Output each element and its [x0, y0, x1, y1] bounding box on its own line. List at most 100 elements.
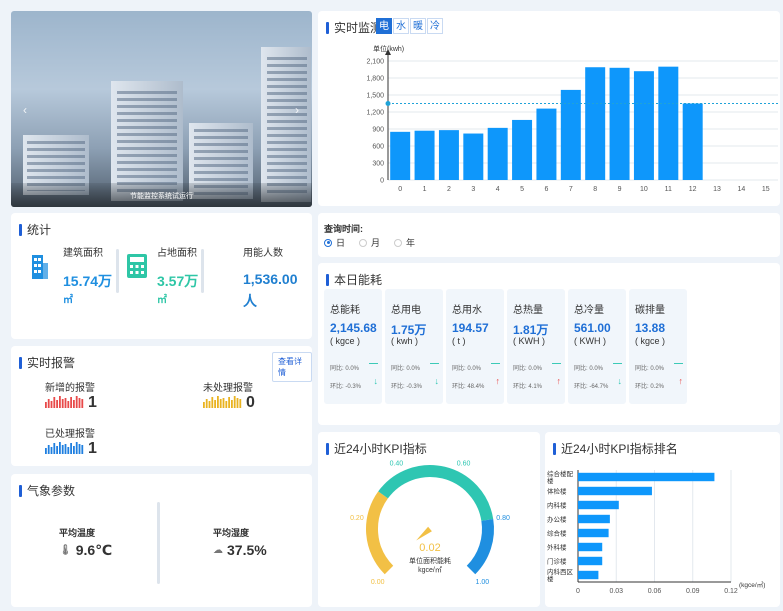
- gauge-tick: [406, 483, 409, 488]
- kpi-gauge: 0.00 0.20 0.40 0.60 0.80 1.00: [350, 461, 510, 586]
- tab-water[interactable]: 水: [393, 18, 409, 34]
- bar[interactable]: [438, 130, 459, 180]
- bar[interactable]: [682, 103, 703, 181]
- gauge-tick: [391, 495, 394, 497]
- x-tick-label: 13: [713, 186, 721, 193]
- bar[interactable]: [633, 71, 654, 180]
- wave-bar: [205, 399, 208, 408]
- gauge-tick-label: 0.40: [390, 461, 404, 468]
- x-tick-label: 2: [447, 186, 451, 193]
- kpi-metric-label: 单位面积能耗: [409, 558, 451, 565]
- y-tick-label: 1,500: [366, 93, 384, 100]
- rank-bar[interactable]: [578, 472, 715, 482]
- x-tick-label: 3: [471, 186, 475, 193]
- bar[interactable]: [390, 131, 411, 180]
- gauge-tick: [451, 483, 454, 488]
- rank-bar[interactable]: [578, 528, 609, 538]
- rank-bar[interactable]: [578, 486, 652, 496]
- kpi-rank-panel: 近24小时KPI指标排名 0 0.03 0.06 0.09 0.12 综合楼配楼 体检楼 内科…: [545, 432, 780, 607]
- photo-shade: [11, 183, 312, 207]
- radio-month[interactable]: 月: [359, 236, 380, 249]
- y-axis-label: 单位(kwh): [373, 44, 404, 53]
- energy-users-label: 用能人数: [243, 248, 283, 259]
- gauge-tick: [379, 520, 384, 522]
- gauge-tick: [388, 498, 393, 502]
- rank-bar[interactable]: [578, 514, 610, 524]
- gauge-tick: [385, 552, 388, 554]
- rank-bar[interactable]: [578, 570, 599, 580]
- x-tick-label: 7: [569, 186, 573, 193]
- land-area-value: 3.57万: [157, 273, 199, 289]
- handled-alarm-label: 已处理报警: [45, 429, 95, 440]
- bar[interactable]: [609, 67, 630, 180]
- bar[interactable]: [463, 133, 484, 180]
- query-time-panel: 查询时间: 日 月 年: [318, 213, 780, 257]
- wave-bar: [75, 396, 78, 408]
- bar[interactable]: [585, 67, 606, 180]
- wave-bar: [50, 447, 53, 454]
- yoy-value: 0.0%: [650, 366, 665, 372]
- x-tick-label: 0.12: [724, 588, 738, 595]
- today-energy-panel: 本日能耗 总能耗 2,145.68( kgce ) 同比: 0.0% — 环比: -0.…: [318, 263, 780, 425]
- tab-heating[interactable]: 暖: [410, 18, 426, 34]
- view-details-button[interactable]: 查看详情: [272, 352, 312, 382]
- gauge-tick-label: 0.00: [371, 579, 385, 586]
- gauge-tick: [410, 481, 413, 484]
- tab-cooling[interactable]: 冷: [427, 18, 443, 34]
- unhandled-alarm-count: 0: [246, 394, 255, 411]
- wave-bar: [70, 443, 72, 454]
- gauge-tick: [443, 479, 445, 483]
- weather-title: 气象参数: [19, 482, 75, 499]
- card-mom: 环比: 0.2%: [635, 381, 664, 390]
- bar[interactable]: [658, 66, 679, 180]
- rank-bar[interactable]: [578, 556, 603, 566]
- new-alarm-label: 新增的报警: [45, 383, 95, 394]
- gauge-tick: [466, 495, 469, 497]
- yoy-label: 同比:: [452, 366, 466, 372]
- y-tick-label: 300: [372, 161, 384, 168]
- mom-value: -64.7%: [589, 384, 609, 390]
- y-axis-arrow-icon: [385, 49, 391, 55]
- arrow-up-icon: ↑: [678, 376, 684, 386]
- wave-bar: [73, 446, 75, 454]
- divider: [201, 249, 204, 293]
- bar[interactable]: [487, 127, 508, 180]
- yoy-label: 同比:: [330, 366, 344, 372]
- rank-bar[interactable]: [578, 542, 603, 552]
- x-tick-label: 14: [738, 186, 746, 193]
- energy-card: 总热量 1.81万( KWH ) 同比: 0.0% — 环比: 4.1% ↑: [507, 289, 565, 404]
- card-unit: ( t ): [452, 336, 466, 346]
- carousel-next-icon[interactable]: ›: [295, 103, 299, 117]
- mom-label: 环比:: [635, 384, 649, 390]
- realtime-title: 实时监测: [326, 19, 382, 36]
- gauge-tick: [402, 485, 404, 488]
- bar[interactable]: [560, 89, 581, 180]
- wave-bar: [70, 397, 72, 408]
- card-title: 总能耗: [330, 305, 360, 316]
- bar[interactable]: [536, 108, 557, 180]
- carousel-prev-icon[interactable]: ‹: [23, 103, 27, 117]
- gauge-tick: [474, 507, 477, 509]
- building-photo: ‹ › 节能监控系统试运行: [11, 11, 312, 207]
- land-area-unit: ㎡: [157, 295, 167, 306]
- gauge-tick-label: 0.60: [457, 461, 471, 468]
- energy-users-value: 1,536.00: [243, 271, 298, 287]
- new-alarm-count: 1: [88, 394, 97, 411]
- gauge-tick: [470, 556, 473, 558]
- bar[interactable]: [414, 130, 435, 180]
- gauge-tick: [476, 520, 481, 522]
- wave-bar: [228, 397, 230, 408]
- rank-bar[interactable]: [578, 500, 619, 510]
- wave-bar: [56, 400, 58, 408]
- y-tick-label: 600: [372, 144, 384, 151]
- radio-day[interactable]: 日: [324, 236, 345, 249]
- radio-year[interactable]: 年: [394, 236, 415, 249]
- new-alarm-wave-icon: [45, 396, 84, 408]
- tab-electricity[interactable]: 电: [376, 18, 392, 34]
- land-area-label: 占地面积: [157, 248, 197, 259]
- card-title: 总热量: [513, 305, 543, 316]
- card-value: 1.81万: [513, 323, 549, 337]
- card-mom: 环比: -64.7%: [574, 381, 608, 390]
- bar[interactable]: [512, 119, 533, 180]
- avg-temp: 🌡 9.6℃: [59, 542, 112, 559]
